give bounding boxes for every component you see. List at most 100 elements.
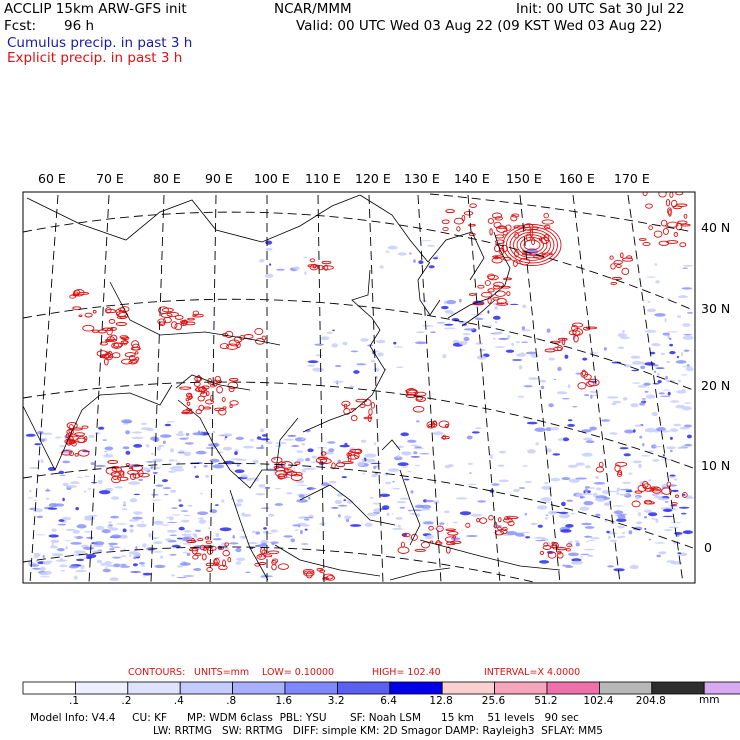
cumulus-cell [495,320,498,324]
cumulus-cell [663,508,673,512]
cumulus-cell [86,553,97,559]
cumulus-cell [61,516,72,521]
cumulus-cell [366,512,378,517]
cumulus-cell [131,431,143,434]
cumulus-cell [682,267,689,269]
cumulus-cell [75,507,79,511]
cumulus-cell [109,577,119,582]
cumulus-cell [631,361,643,365]
forecast-label: Fcst: [4,18,37,34]
explicit-contour [675,203,688,207]
cumulus-cell [141,521,144,523]
cumulus-cell [562,564,566,567]
cumulus-cell [567,384,571,389]
cumulus-cell [603,347,607,351]
color-bar-tick: 6.4 [380,695,397,707]
cumulus-cell [505,349,515,353]
cumulus-cell [619,513,628,515]
cumulus-cell [339,444,351,448]
cumulus-cell [33,556,38,559]
explicit-contour [665,198,671,207]
cumulus-cell [62,497,65,502]
cumulus-cell [72,529,81,534]
cumulus-cell [263,527,267,530]
explicit-contour [487,274,499,281]
cumulus-cell [661,458,674,461]
cumulus-cell [445,300,457,305]
cumulus-cell [180,510,189,512]
explicit-contour [667,207,672,215]
cumulus-cell [618,493,629,496]
cumulus-cell [667,335,671,339]
cumulus-cell [583,501,594,506]
cumulus-cell [669,343,673,347]
cumulus-cell [356,363,367,366]
cumulus-cell [109,545,114,547]
explicit-contour [229,400,239,406]
cumulus-cell [494,346,505,348]
lon-label-130e: 130 E [404,171,440,186]
explicit-contour [124,352,136,358]
cumulus-cell [331,343,339,348]
cumulus-cell [392,480,395,483]
explicit-contour [414,548,427,552]
color-bar-tick: .4 [173,695,184,707]
explicit-contour [255,337,265,345]
explicit-contour [181,320,185,324]
cumulus-cell [28,561,33,564]
explicit-contour [681,491,688,498]
cumulus-cell [128,519,139,522]
cumulus-cell [400,432,410,437]
explicit-contour [157,318,167,325]
cumulus-cell [309,487,317,490]
cumulus-cell [260,540,269,544]
explicit-contour [205,390,210,396]
cumulus-cell [623,453,631,457]
cumulus-cell [657,380,662,384]
cumulus-cell [152,472,158,474]
cumulus-cell [666,331,678,333]
cumulus-cell [182,543,189,545]
cumulus-cell [133,493,141,496]
cumulus-cell [195,450,207,455]
explicit-contour [513,231,551,259]
cumulus-cell [100,563,107,566]
cumulus-cell [399,506,405,509]
explicit-contour [258,553,262,558]
cumulus-cell [671,489,679,493]
explicit-contour [432,421,438,425]
cumulus-cell [426,534,434,539]
cumulus-cell [397,462,409,467]
cumulus-cell [420,240,432,242]
cumulus-cell [493,337,496,340]
cumulus-cell [50,539,60,544]
explicit-contour [615,461,628,467]
cumulus-cell [676,534,680,537]
explicit-contour [105,338,118,342]
cumulus-cell [102,568,112,573]
explicit-contour [370,402,375,409]
explicit-contour [72,306,82,310]
explicit-contour [544,348,556,353]
explicit-contour [565,548,571,552]
explicit-contour [400,541,405,548]
cumulus-cell [648,538,652,541]
cumulus-cell [176,565,184,568]
explicit-contour [456,226,461,232]
cumulus-cell [617,515,626,520]
cumulus-cell [647,300,651,303]
cumulus-cell [432,257,439,260]
cumulus-cell [670,428,679,433]
cumulus-cell [258,484,266,488]
lon-label-160e: 160 E [559,171,595,186]
cumulus-cell [125,450,131,455]
cumulus-cell [122,446,130,450]
cumulus-cell [645,394,656,399]
cumulus-cell [294,529,299,531]
explicit-contour [290,471,303,477]
cumulus-cell [664,501,669,503]
cumulus-cell [539,560,550,564]
cumulus-cell [123,423,129,425]
cumulus-cell [646,276,656,278]
